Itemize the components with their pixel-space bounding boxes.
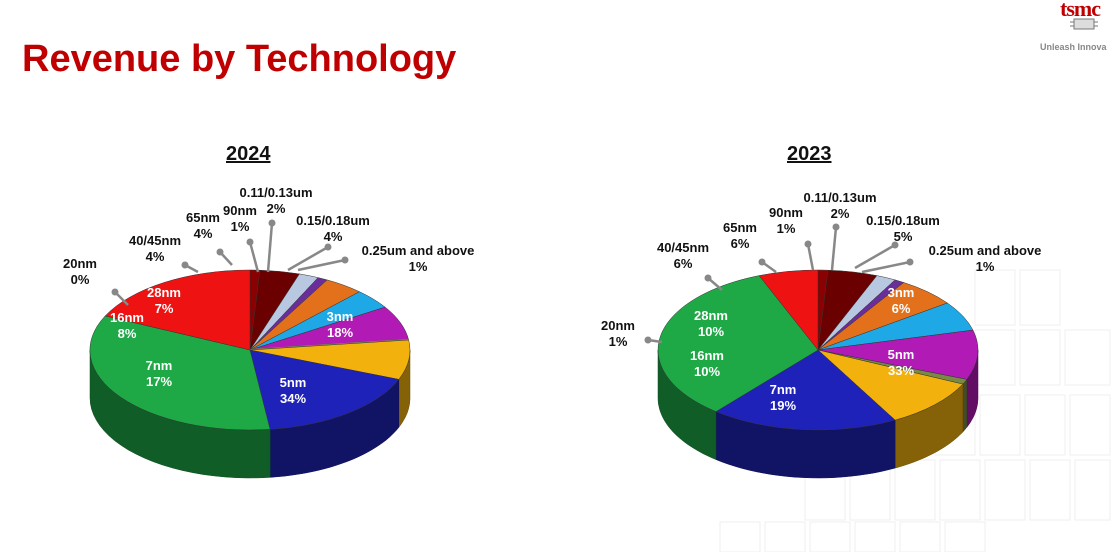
pie-chart-2023: 0.25um and above1%0.15/0.18um5%0.11/0.13… [601,190,1041,479]
leader-dot-40-45nm [704,274,712,282]
leader-dot-0-11-0-13um [832,223,840,231]
slice-label-3nm: 3nm [327,309,354,324]
slice-value-5nm: 33% [888,363,914,378]
chip-icon [1070,18,1098,30]
slice-value-7nm: 19% [770,398,796,413]
pie-chart-2024: 0.25um and above1%0.15/0.18um4%0.11/0.13… [63,185,474,479]
leader-dot-20nm [644,336,652,344]
pie-slice-7nm [715,349,896,431]
leader-dot-0-15-0-18um [891,241,899,249]
slice-label-0-11-0-13um: 0.11/0.13um [240,185,313,200]
slice-value-0-15-0-18um: 4% [324,229,343,244]
pie-slice-7nm [249,349,400,430]
leader-line-0-11-0-13um [830,226,838,271]
pie-slice-5nm [657,275,819,412]
leader-dot-40-45nm [181,261,189,269]
slice-value-0-11-0-13um: 2% [831,206,850,221]
chart-title-2023: 2023 [787,143,832,165]
slice-label-20nm: 20nm [601,318,635,333]
leader-line-0-25um-and-above [861,260,911,274]
slice-label-0-15-0-18um: 0.15/0.18um [866,213,940,228]
slice-value-5nm: 34% [280,391,306,406]
slice-value-0-15-0-18um: 5% [894,229,913,244]
slice-value-16nm: 8% [118,326,137,341]
pie-slice-16nm [817,349,964,421]
leader-line-90nm [248,241,260,273]
leader-line-90nm [806,243,815,271]
slice-label-0-25um-and-above: 0.25um and above [362,243,475,258]
leader-dot-20nm [111,288,119,296]
slice-value-20nm: 0% [71,272,90,287]
slice-label-7nm: 7nm [770,382,797,397]
leader-dot-65nm [758,258,766,266]
leader-dot-0-15-0-18um [324,243,332,251]
leader-line-0-15-0-18um [287,245,329,272]
slice-value-65nm: 4% [194,226,213,241]
pie-side-20nm [962,378,968,433]
slice-value-40-45nm: 6% [674,256,693,271]
leader-dot-65nm [216,248,224,256]
slice-label-40-45nm: 40/45nm [129,233,181,248]
pie-slices [89,269,411,431]
slice-label-65nm: 65nm [723,220,757,235]
slice-label-20nm: 20nm [63,256,97,271]
slice-label-3nm: 3nm [888,285,915,300]
slice-label-28nm: 28nm [147,285,181,300]
pie-slice-5nm [89,315,271,431]
slice-value-65nm: 6% [731,236,750,251]
pie-slice-3nm [104,269,251,351]
logo-tagline: Unleash Innova [1040,42,1107,52]
slice-label-0-15-0-18um: 0.15/0.18um [296,213,370,228]
leader-dot-90nm [246,238,254,246]
slice-value-3nm: 6% [892,301,911,316]
tsmc-logo: tsmc Unleash Innova [1040,0,1115,56]
slice-label-5nm: 5nm [280,375,307,390]
slice-label-16nm: 16nm [690,348,724,363]
slice-value-7nm: 17% [146,374,172,389]
slice-value-16nm: 10% [694,364,720,379]
pie-slice-28nm [817,329,979,380]
slice-label-0-25um-and-above: 0.25um and above [929,243,1042,258]
slice-label-5nm: 5nm [888,347,915,362]
leader-line-0-25um-and-above [297,258,346,272]
chart-title-2024: 2024 [226,143,271,165]
leader-dot-0-25um-and-above [341,256,349,264]
slice-label-0-11-0-13um: 0.11/0.13um [804,190,877,205]
leader-line-0-15-0-18um [854,243,896,270]
slice-value-3nm: 18% [327,325,353,340]
slice-value-28nm: 7% [155,301,174,316]
slice-value-0-11-0-13um: 2% [267,201,286,216]
slice-value-40-45nm: 4% [146,249,165,264]
slice-label-90nm: 90nm [223,203,257,218]
leader-dot-0-11-0-13um [268,219,276,227]
slice-label-28nm: 28nm [694,308,728,323]
pie-slices [657,269,979,431]
slice-value-0-25um-and-above: 1% [976,259,995,274]
slice-label-90nm: 90nm [769,205,803,220]
slice-label-40-45nm: 40/45nm [657,240,709,255]
leader-dot-90nm [804,240,812,248]
slice-value-28nm: 10% [698,324,724,339]
pie-slice-3nm [758,269,819,351]
slice-value-20nm: 1% [609,334,628,349]
slice-value-90nm: 1% [231,219,250,234]
page-title: Revenue by Technology [22,38,457,80]
pie-labels: 0.25um and above1%0.15/0.18um4%0.11/0.13… [63,185,474,406]
leader-dot-0-25um-and-above [906,258,914,266]
logo-wordmark: tsmc [1060,0,1101,21]
slice-label-16nm: 16nm [110,310,144,325]
pie-labels: 0.25um and above1%0.15/0.18um5%0.11/0.13… [601,190,1041,413]
leader-line-0-11-0-13um [266,222,274,273]
slice-value-90nm: 1% [777,221,796,236]
slice-label-65nm: 65nm [186,210,220,225]
slice-label-7nm: 7nm [146,358,173,373]
pie-side-walls [657,349,979,479]
slice-value-0-25um-and-above: 1% [409,259,428,274]
